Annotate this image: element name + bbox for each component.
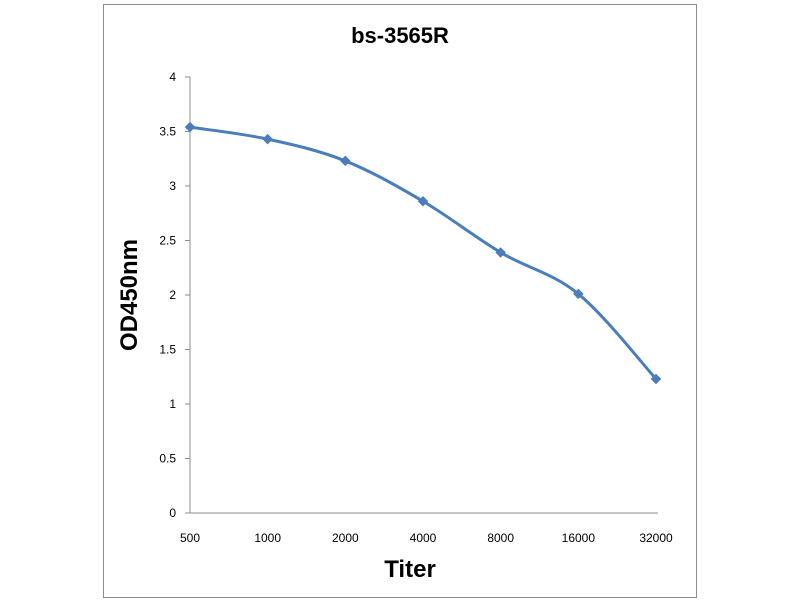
y-axis-title: OD450nm [116,239,143,351]
x-axis-title: Titer [384,556,436,583]
y-tick-group: 0 0.5 1 1.5 2 2.5 3 3.5 4 [159,70,190,520]
x-tick-label: 4000 [410,531,437,545]
data-point-diamond [495,247,507,258]
x-tick-label: 16000 [562,531,596,545]
x-tick-label: 2000 [332,531,359,545]
data-point-diamond [339,155,351,167]
data-point-diamond [417,195,429,207]
y-tick-label: 3 [169,179,176,193]
y-tick-label: 2.5 [159,234,176,248]
y-tick-label: 2 [169,288,176,302]
data-point-diamond [184,121,196,133]
y-tick-label: 0.5 [159,452,176,466]
y-tick-label: 4 [169,70,176,84]
y-tick-label: 1.5 [159,343,176,357]
series-line [188,125,658,381]
y-tick-label: 0 [169,506,176,520]
data-point-diamond [262,133,274,145]
x-tick-group: 500 1000 2000 4000 8000 16000 32000 [180,531,673,545]
x-tick-label: 500 [180,531,200,545]
data-point-diamond [572,288,584,300]
x-tick-label: 8000 [487,531,514,545]
x-tick-label: 1000 [254,531,281,545]
series-group [184,121,662,385]
y-tick-label: 3.5 [159,125,176,139]
chart-frame [103,4,697,598]
data-point-diamond [650,373,662,385]
x-tick-label: 32000 [639,531,673,545]
y-tick-label: 1 [169,397,176,411]
chart-title: bs-3565R [351,23,449,48]
